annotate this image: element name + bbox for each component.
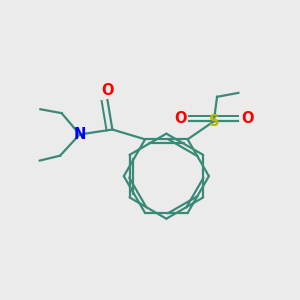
Text: O: O	[241, 111, 254, 126]
Text: S: S	[208, 114, 219, 129]
Text: O: O	[174, 111, 186, 126]
Text: O: O	[101, 83, 114, 98]
Text: N: N	[74, 127, 86, 142]
